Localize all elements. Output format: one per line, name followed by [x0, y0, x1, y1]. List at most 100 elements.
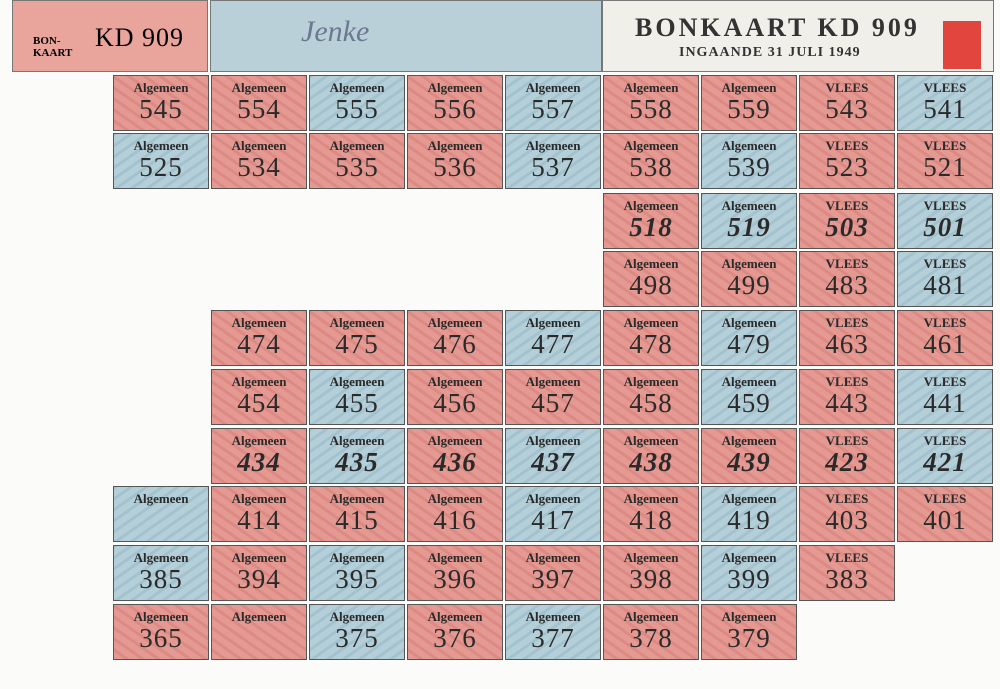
- coupon: Algemeen 519: [701, 193, 797, 249]
- coupon-number: 399: [727, 564, 771, 594]
- coupon-number: 501: [923, 212, 967, 242]
- coupon-label: Algemeen: [329, 80, 385, 95]
- coupon-number: 499: [727, 270, 771, 300]
- coupon-number: 518: [629, 212, 673, 242]
- coupon-label: Algemeen: [329, 491, 385, 506]
- coupon: Algemeen 554: [211, 75, 307, 131]
- coupon: VLEES 483: [799, 251, 895, 307]
- coupon-number: 379: [727, 623, 771, 653]
- coupon-label: Algemeen: [623, 550, 679, 565]
- coupon-number: 414: [237, 505, 281, 535]
- coupon-label: VLEES: [825, 256, 869, 271]
- coupon-number: 396: [433, 564, 477, 594]
- coupon: Algemeen: [113, 486, 209, 542]
- coupon: Algemeen 498: [603, 251, 699, 307]
- coupon-label: Algemeen: [623, 256, 679, 271]
- coupon-label: Algemeen: [525, 609, 581, 624]
- coupon-number: 481: [923, 270, 967, 300]
- coupon: VLEES 383: [799, 545, 895, 601]
- coupon-number: 476: [433, 329, 477, 359]
- coupon-label: Algemeen: [329, 550, 385, 565]
- coupon: Algemeen 419: [701, 486, 797, 542]
- coupon-label: Algemeen: [525, 374, 581, 389]
- coupon: Algemeen 457: [505, 369, 601, 425]
- coupon: Algemeen 479: [701, 310, 797, 366]
- coupon: Algemeen 537: [505, 133, 601, 189]
- coupon-label: Algemeen: [329, 138, 385, 153]
- coupon-label: Algemeen: [623, 80, 679, 95]
- coupon-number: 376: [433, 623, 477, 653]
- coupon: Algemeen 478: [603, 310, 699, 366]
- coupon: Algemeen 535: [309, 133, 405, 189]
- coupon-label: VLEES: [923, 198, 967, 213]
- coupon-number: 536: [433, 152, 477, 182]
- title-box: BONKAART KD 909 INGAANDE 31 JULI 1949: [602, 0, 994, 72]
- coupon: Algemeen 476: [407, 310, 503, 366]
- coupon: VLEES 421: [897, 428, 993, 484]
- coupon-number: 477: [531, 329, 575, 359]
- coupon-number: 416: [433, 505, 477, 535]
- coupon: Algemeen 557: [505, 75, 601, 131]
- badge-code: KD 909: [95, 23, 185, 52]
- coupon: Algemeen 379: [701, 604, 797, 660]
- coupon-label: VLEES: [825, 491, 869, 506]
- coupon: Algemeen 499: [701, 251, 797, 307]
- coupon: Algemeen 437: [505, 428, 601, 484]
- subtitle: INGAANDE 31 JULI 1949: [679, 45, 861, 60]
- coupon-label: VLEES: [923, 491, 967, 506]
- coupon-number: 458: [629, 388, 673, 418]
- coupon-number: 525: [139, 152, 183, 182]
- coupon-label: VLEES: [825, 374, 869, 389]
- coupon: Algemeen 397: [505, 545, 601, 601]
- coupon-label: Algemeen: [721, 609, 777, 624]
- badge-text: BON-KAART: [33, 35, 73, 59]
- coupon: Algemeen 525: [113, 133, 209, 189]
- coupon: Algemeen 375: [309, 604, 405, 660]
- coupon-label: Algemeen: [427, 80, 483, 95]
- coupon-label: Algemeen: [721, 256, 777, 271]
- coupon-number: 521: [923, 152, 967, 182]
- coupon-number: 543: [825, 94, 869, 124]
- coupon-label: Algemeen: [427, 315, 483, 330]
- coupon-number: 437: [531, 447, 575, 477]
- coupon-number: 478: [629, 329, 673, 359]
- coupon-label: Algemeen: [427, 491, 483, 506]
- coupon-number: 459: [727, 388, 771, 418]
- coupon: VLEES 441: [897, 369, 993, 425]
- coupon: VLEES 443: [799, 369, 895, 425]
- coupon: Algemeen 454: [211, 369, 307, 425]
- coupon-number: 417: [531, 505, 575, 535]
- coupon-number: 534: [237, 152, 281, 182]
- coupon: Algemeen 414: [211, 486, 307, 542]
- coupon-label: Algemeen: [525, 138, 581, 153]
- coupon-label: Algemeen: [721, 491, 777, 506]
- coupon-number: 463: [825, 329, 869, 359]
- coupon-label: Algemeen: [427, 609, 483, 624]
- header-badge: BON-KAART KD 909: [12, 0, 208, 72]
- coupon-label: Algemeen: [133, 138, 189, 153]
- coupon: Algemeen 518: [603, 193, 699, 249]
- handwriting: Jenke: [301, 15, 370, 48]
- coupon: VLEES 401: [897, 486, 993, 542]
- coupon-number: 537: [531, 152, 575, 182]
- coupon-number: 434: [237, 447, 281, 477]
- coupon: VLEES 501: [897, 193, 993, 249]
- coupon: Algemeen 435: [309, 428, 405, 484]
- coupon-label: VLEES: [825, 550, 869, 565]
- coupon-number: 541: [923, 94, 967, 124]
- coupon: Algemeen 559: [701, 75, 797, 131]
- coupon: VLEES 543: [799, 75, 895, 131]
- coupon-label: Algemeen: [427, 550, 483, 565]
- coupon-label: VLEES: [923, 256, 967, 271]
- coupon: VLEES 523: [799, 133, 895, 189]
- coupon-number: 559: [727, 94, 771, 124]
- coupon-label: Algemeen: [231, 609, 287, 624]
- coupon-label: Algemeen: [427, 138, 483, 153]
- coupon-number: 418: [629, 505, 673, 535]
- coupon: Algemeen 365: [113, 604, 209, 660]
- coupon: Algemeen 436: [407, 428, 503, 484]
- coupon: Algemeen: [211, 604, 307, 660]
- coupon-label: Algemeen: [623, 433, 679, 448]
- coupon-number: 436: [433, 447, 477, 477]
